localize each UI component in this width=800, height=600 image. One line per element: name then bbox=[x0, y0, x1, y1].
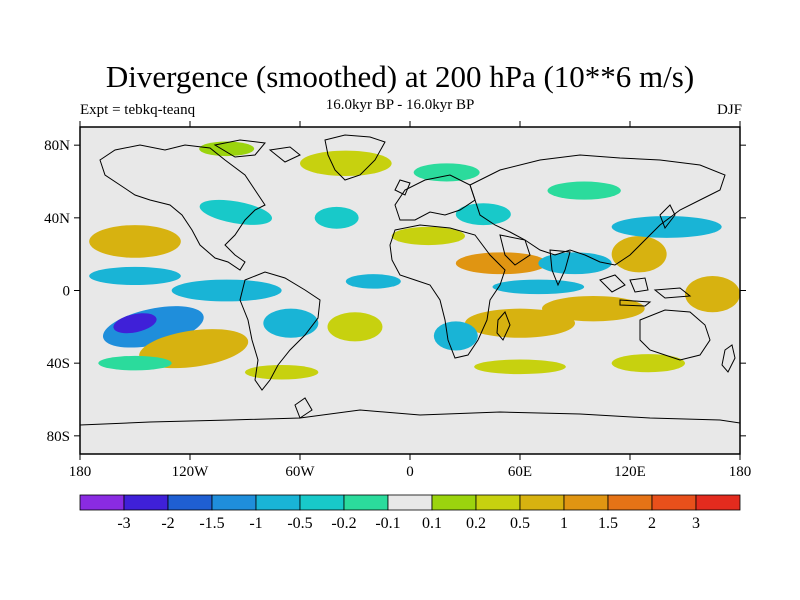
colorbar-label-11: 1.5 bbox=[598, 515, 618, 532]
x-tick-label-6: 180 bbox=[729, 464, 752, 480]
colorbar-label-10: 1 bbox=[560, 515, 568, 532]
y-tick-label-0: 80N bbox=[44, 138, 70, 154]
colorbar-swatch-11 bbox=[563, 494, 609, 511]
x-tick-label-0: 180 bbox=[69, 464, 92, 480]
season-label: DJF bbox=[716, 102, 742, 118]
contour-region-10 bbox=[455, 203, 511, 226]
colorbar-swatch-7 bbox=[387, 494, 433, 511]
contour-region-1 bbox=[113, 313, 157, 334]
colorbar-label-3: -1 bbox=[249, 515, 262, 532]
plot-subtitle: 16.0kyr BP - 16.0kyr BP bbox=[325, 97, 475, 113]
contour-region-16 bbox=[492, 279, 585, 295]
contour-region-23 bbox=[345, 274, 401, 289]
contour-region-28 bbox=[474, 359, 566, 375]
colorbar-label-5: -0.2 bbox=[331, 515, 356, 532]
contour-region-25 bbox=[413, 163, 480, 182]
map-axes: 180 120W 60W 0 60E 120E 180 80N 40N 0 40S 80S bbox=[44, 121, 751, 480]
contour-region-4 bbox=[89, 225, 181, 258]
contour-region-17 bbox=[611, 216, 722, 238]
contour-fill-layer bbox=[89, 141, 740, 380]
colorbar-swatch-3 bbox=[211, 494, 257, 511]
contour-region-20 bbox=[327, 312, 383, 342]
colorbar-swatch-10 bbox=[519, 494, 565, 511]
contour-region-2 bbox=[139, 329, 249, 369]
y-tick-label-3: 40S bbox=[47, 356, 70, 372]
colorbar-swatch-2 bbox=[167, 494, 213, 511]
colorbar-swatch-0 bbox=[79, 494, 125, 511]
contour-region-18 bbox=[685, 275, 740, 313]
contour-region-7 bbox=[300, 150, 392, 177]
colorbar-swatch-6 bbox=[343, 494, 389, 511]
colorbar-label-2: -1.5 bbox=[199, 515, 224, 532]
colorbar-label-8: 0.2 bbox=[466, 515, 486, 532]
y-tick-label-1: 40N bbox=[44, 211, 70, 227]
contour-region-19 bbox=[433, 321, 478, 351]
colorbar-swatch-13 bbox=[651, 494, 697, 511]
colorbar-swatch-5 bbox=[299, 494, 345, 511]
contour-region-12 bbox=[538, 252, 612, 275]
plot-title: Divergence (smoothed) at 200 hPa (10**6 … bbox=[105, 59, 695, 94]
contour-region-8 bbox=[199, 141, 255, 157]
experiment-label: Expt = tebkq-teanq bbox=[80, 102, 196, 118]
x-tick-label-2: 60W bbox=[285, 464, 315, 480]
contour-region-14 bbox=[542, 295, 645, 322]
contour-region-27 bbox=[244, 364, 319, 380]
colorbar-swatch-4 bbox=[255, 494, 301, 511]
colorbar-label-1: -2 bbox=[161, 515, 174, 532]
x-tick-label-3: 0 bbox=[406, 464, 414, 480]
colorbar-swatch-12 bbox=[607, 494, 653, 511]
x-tick-label-1: 120W bbox=[172, 464, 210, 480]
colorbar-swatch-1 bbox=[123, 494, 169, 511]
contour-region-21 bbox=[263, 308, 319, 338]
colorbar-label-0: -3 bbox=[117, 515, 130, 532]
coastlines bbox=[80, 134, 740, 426]
y-tick-label-4: 80S bbox=[47, 429, 70, 445]
contour-region-6 bbox=[199, 199, 272, 225]
contour-region-29 bbox=[98, 355, 172, 371]
colorbar-label-7: 0.1 bbox=[422, 515, 442, 532]
colorbar-label-13: 3 bbox=[692, 515, 700, 532]
colorbar-label-4: -0.5 bbox=[287, 515, 312, 532]
contour-region-24 bbox=[391, 226, 466, 246]
colorbar-label-12: 2 bbox=[648, 515, 656, 532]
colorbar: -3 -2 -1.5 -1 -0.5 -0.2 -0.1 0.1 0.2 0.5 1 1.5 2 3 bbox=[79, 494, 741, 532]
colorbar-swatch-14 bbox=[695, 494, 741, 511]
contour-region-5 bbox=[89, 266, 181, 286]
y-tick-label-2: 0 bbox=[63, 284, 71, 300]
x-tick-label-5: 120E bbox=[614, 464, 646, 480]
colorbar-label-9: 0.5 bbox=[510, 515, 530, 532]
contour-region-3 bbox=[171, 279, 282, 302]
colorbar-swatch-8 bbox=[431, 494, 477, 511]
contour-region-11 bbox=[455, 252, 548, 275]
colorbar-label-6: -0.1 bbox=[375, 515, 400, 532]
contour-region-9 bbox=[314, 206, 359, 229]
contour-region-26 bbox=[547, 181, 621, 200]
x-tick-label-4: 60E bbox=[508, 464, 532, 480]
colorbar-swatch-9 bbox=[475, 494, 521, 511]
contour-region-13 bbox=[611, 236, 667, 273]
contour-region-15 bbox=[465, 308, 575, 338]
contour-region-22 bbox=[611, 354, 685, 373]
